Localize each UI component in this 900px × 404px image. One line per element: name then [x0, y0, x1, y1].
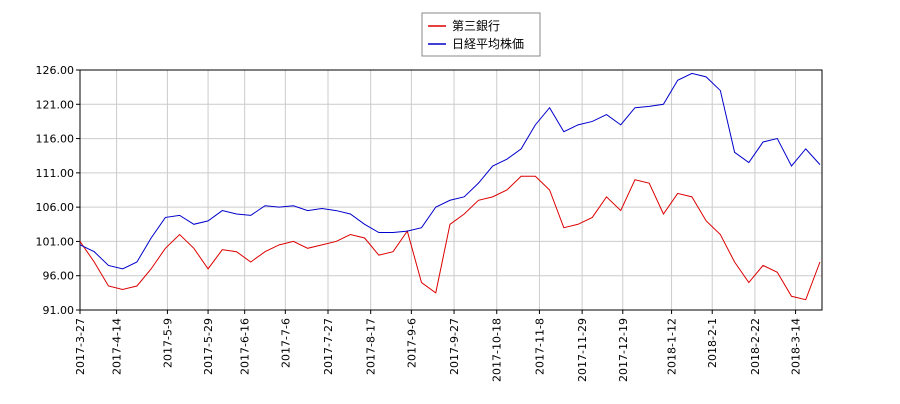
x-tick-label: 2017-10-18 [491, 318, 504, 382]
y-tick-label: 91.00 [43, 304, 75, 317]
plot-frame [79, 69, 823, 311]
x-tick-label: 2018-3-14 [790, 318, 803, 375]
y-tick-label: 106.00 [36, 201, 75, 214]
y-tick-label: 126.00 [36, 64, 75, 77]
x-tick-label: 2018-2-1 [706, 318, 719, 368]
x-tick-label: 2018-2-22 [749, 318, 762, 375]
x-tick-label: 2017-12-19 [617, 318, 630, 382]
series-line [79, 175, 821, 301]
x-tick-label: 2017-7-6 [279, 318, 292, 368]
x-tick-label: 2017-5-9 [161, 318, 174, 368]
y-tick-label: 116.00 [36, 133, 75, 146]
x-tick-label: 2017-5-29 [202, 318, 215, 375]
series-line [79, 72, 821, 270]
legend-label: 第三銀行 [452, 19, 500, 33]
y-tick-label: 121.00 [36, 98, 75, 111]
y-tick-label: 101.00 [36, 235, 75, 248]
x-tick-label: 2017-9-27 [448, 318, 461, 375]
x-tick-label: 2017-11-29 [576, 318, 589, 382]
legend-label: 日経平均株価 [452, 36, 524, 51]
y-tick-label: 111.00 [36, 167, 75, 180]
legend-box [421, 12, 541, 57]
x-tick-label: 2017-4-14 [111, 318, 124, 375]
x-tick-label: 2018-1-12 [666, 318, 679, 375]
x-tick-label: 2017-3-27 [74, 318, 87, 375]
x-tick-label: 2017-6-16 [239, 318, 252, 375]
x-tick-label: 2017-11-8 [533, 318, 546, 375]
y-tick-label: 96.00 [43, 270, 75, 283]
x-tick-label: 2017-8-17 [365, 318, 378, 375]
x-tick-label: 2017-7-27 [322, 318, 335, 375]
x-tick-label: 2017-9-6 [405, 318, 418, 368]
